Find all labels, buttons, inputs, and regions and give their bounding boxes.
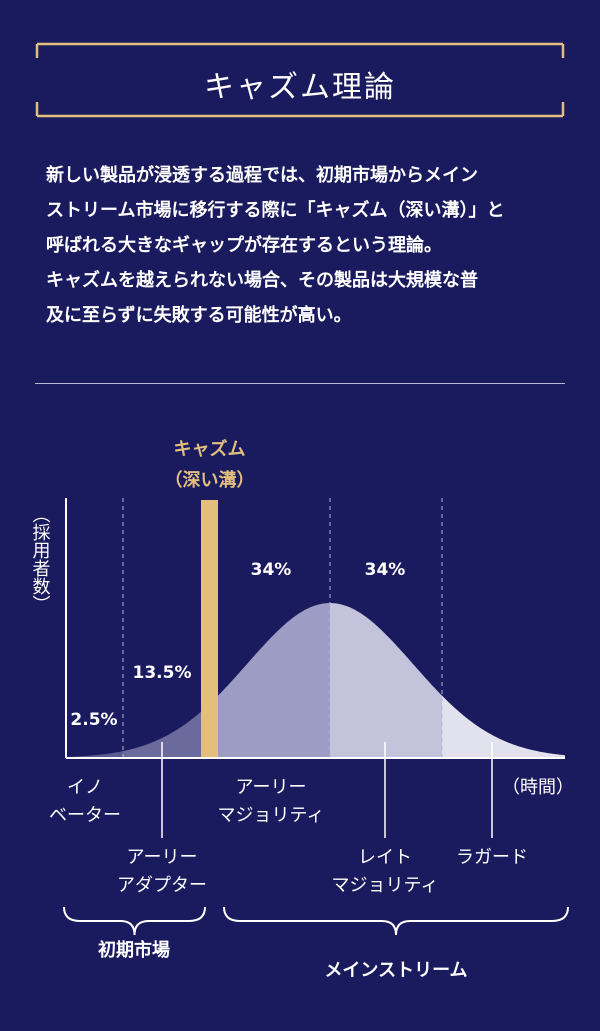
- y-axis-label: （採用者数）: [30, 505, 51, 613]
- segment-label-1: アーリー: [127, 847, 198, 868]
- chasm-chart: キャズム （深い溝） （採用者数） （時間） 2.5% 13.5% 34% 34% 16% イノベ…: [30, 438, 575, 981]
- segment-percent-2: 34%: [251, 560, 292, 580]
- segment-label-2: アーリー: [236, 777, 307, 798]
- x-axis-label: （時間）: [502, 777, 574, 798]
- group-brace-early: [63, 906, 206, 936]
- segment-area-2: [202, 603, 330, 758]
- divider: [35, 383, 565, 384]
- description-line: 呼ばれる大きなギャップが存在するという理論。: [46, 235, 442, 256]
- description-line: 及に至らずに失敗する可能性が高い。: [46, 305, 352, 326]
- segment-label-4: ラガード: [456, 847, 528, 868]
- chasm-label: キャズム: [174, 438, 246, 460]
- group-label-mainstream: メインストリーム: [324, 960, 467, 981]
- segment-percent-0: 2.5%: [70, 710, 117, 730]
- segment-label-0: ベーター: [49, 805, 121, 826]
- segment-label-2: マジョリティ: [218, 805, 325, 826]
- segment-label-3: マジョリティ: [332, 875, 439, 896]
- segment-percent-4: 16%: [480, 667, 521, 687]
- segment-area-3: [330, 603, 442, 758]
- description-line: ストリーム市場に移行する際に「キャズム（深い溝）」と: [46, 200, 505, 221]
- segment-label-0: イノ: [67, 777, 103, 798]
- chasm-bar: [201, 500, 218, 758]
- page-title: キャズム理論: [204, 70, 396, 105]
- description-line: 新しい製品が浸透する過程では、初期市場からメイン: [46, 165, 478, 186]
- description: 新しい製品が浸透する過程では、初期市場からメイン ストリーム市場に移行する際に「…: [46, 158, 566, 333]
- segment-label-3: レイト: [358, 847, 412, 868]
- segment-area-4: [442, 695, 565, 758]
- title-frame: キャズム理論: [35, 42, 565, 118]
- chasm-sublabel: （深い溝）: [165, 469, 255, 491]
- segment-percent-3: 34%: [365, 560, 406, 580]
- group-label-early: 初期市場: [98, 939, 170, 961]
- segment-area-1: [123, 710, 202, 758]
- group-brace-mainstream: [223, 906, 569, 936]
- description-line: キャズムを越えられない場合、その製品は大規模な普: [46, 270, 478, 291]
- segment-label-1: アダプター: [117, 875, 207, 896]
- segment-area-0: [66, 751, 123, 758]
- segment-percent-1: 13.5%: [133, 663, 192, 683]
- title-ornament: [35, 42, 565, 118]
